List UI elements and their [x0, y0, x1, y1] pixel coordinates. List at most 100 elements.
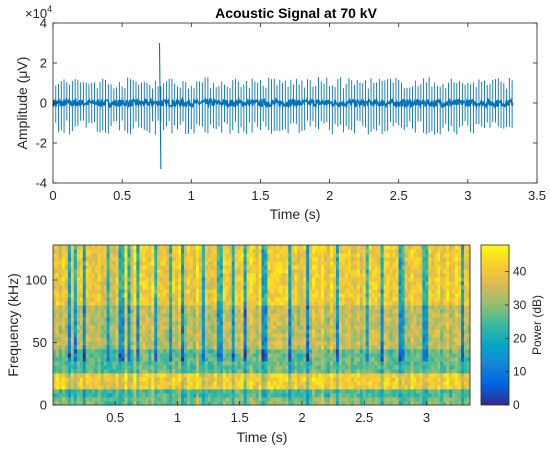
spectrogram-cell	[318, 377, 322, 382]
spectrogram-cell	[365, 361, 370, 366]
spectrogram-cell	[398, 397, 402, 402]
spectrogram-cell	[371, 353, 376, 358]
spectrogram-cell	[344, 253, 349, 258]
spectrogram-cell	[225, 329, 230, 334]
spectrogram-cell	[55, 397, 60, 402]
spectrogram-cell	[139, 341, 143, 346]
spectrogram-cell	[338, 325, 343, 330]
spectrogram-cell	[359, 305, 364, 310]
spectrogram-cell	[270, 365, 274, 370]
spectrogram-cell	[359, 357, 364, 362]
spectrogram-cell	[67, 365, 72, 370]
spectrogram-cell	[53, 265, 57, 270]
spectrogram-cell	[154, 321, 158, 326]
spectrogram-cell	[341, 285, 346, 290]
spectrogram-cell	[88, 297, 93, 302]
spectrogram-cell	[187, 253, 191, 258]
spectrogram-cell	[315, 377, 319, 382]
spectrogram-cell	[112, 261, 116, 266]
spectrogram-cell	[312, 333, 316, 338]
spectrogram-cell	[136, 253, 140, 258]
spectrogram-cell	[55, 301, 60, 306]
spectrogram-cell	[190, 393, 194, 398]
spectrogram-cell	[264, 365, 268, 370]
spectrogram-cell	[338, 377, 343, 382]
spectrogram-cell	[216, 397, 221, 402]
spectrogram-cell	[130, 369, 134, 374]
spectrogram-cell	[237, 333, 242, 338]
spectrogram-cell	[380, 381, 385, 386]
spectrogram-cell	[76, 269, 81, 274]
spectrogram-cell	[359, 337, 364, 342]
spectrogram-cell	[258, 249, 262, 254]
spectrogram-cell	[398, 385, 402, 390]
spectrogram-cell	[133, 329, 137, 334]
spectrogram-cell	[91, 349, 96, 354]
spectrogram-cell	[207, 397, 212, 402]
spectrogram-cell	[181, 277, 185, 282]
spectrogram-cell	[181, 361, 185, 366]
spectrogram-cell	[222, 381, 227, 386]
spectrogram-cell	[243, 385, 248, 390]
spectrogram-cell	[192, 373, 197, 378]
signal-x-tick-label: 3	[464, 188, 471, 203]
spectrogram-cell	[341, 289, 346, 294]
spectrogram-cell	[192, 341, 197, 346]
spectrogram-cell	[416, 393, 420, 398]
spectrogram-cell	[219, 245, 224, 250]
spectrogram-cell	[124, 305, 128, 310]
spectrogram-cell	[392, 377, 396, 382]
spectrogram-cell	[255, 245, 259, 250]
spectrogram-cell	[160, 385, 164, 390]
spectrogram-cell	[294, 385, 298, 390]
spectrogram-cell	[67, 257, 72, 262]
spectrogram-cell	[70, 249, 75, 254]
spectrogram-cell	[61, 345, 66, 350]
spectrogram-cell	[82, 337, 87, 342]
spectrogram-cell	[335, 361, 340, 366]
spectrogram-cell	[404, 277, 408, 282]
spectrogram-cell	[53, 261, 57, 266]
spectrogram-cell	[154, 373, 158, 378]
spectrogram-cell	[190, 301, 194, 306]
spectrogram-cell	[356, 245, 361, 250]
spectrogram-cell	[225, 273, 230, 278]
spectrogram-cell	[181, 337, 185, 342]
spectrogram-cell	[347, 317, 352, 322]
spectrogram-cell	[151, 245, 155, 250]
spectrogram-cell	[76, 333, 81, 338]
spectrogram-cell	[279, 305, 283, 310]
spectrogram-cell	[234, 385, 239, 390]
spectrogram-cell	[368, 381, 373, 386]
spectrogram-cell	[231, 321, 236, 326]
spectrogram-cell	[398, 313, 402, 318]
spectrogram-cell	[407, 249, 411, 254]
spectrogram-cell	[315, 345, 319, 350]
spectrogram-cell	[362, 285, 367, 290]
spectrogram-cell	[94, 257, 99, 262]
spectrogram-cell	[276, 277, 280, 282]
spectrogram-cell	[243, 345, 248, 350]
spectrogram-cell	[330, 329, 334, 334]
spectrogram-cell	[255, 345, 259, 350]
spectrogram-cell	[303, 313, 307, 318]
spectrogram-cell	[338, 397, 343, 402]
spectrogram-cell	[234, 269, 239, 274]
spectrogram-cell	[374, 373, 379, 378]
spectrogram-cell	[371, 293, 376, 298]
spectrogram-cell	[97, 357, 102, 362]
spectrogram-cell	[309, 357, 313, 362]
spectrogram-cell	[318, 257, 322, 262]
spectrogram-cell	[240, 265, 245, 270]
spectrogram-cell	[312, 341, 316, 346]
spectrogram-cell	[237, 305, 242, 310]
spectrogram-cell	[264, 357, 268, 362]
spectrogram-cell	[306, 341, 310, 346]
spectrogram-cell	[127, 277, 131, 282]
spectrogram-cell	[142, 373, 146, 378]
spectrogram-cell	[160, 269, 164, 274]
spectrogram-cell	[154, 297, 158, 302]
spectrogram-cell	[148, 305, 152, 310]
spectrogram-cell	[374, 261, 379, 266]
spectrogram-cell	[112, 385, 116, 390]
